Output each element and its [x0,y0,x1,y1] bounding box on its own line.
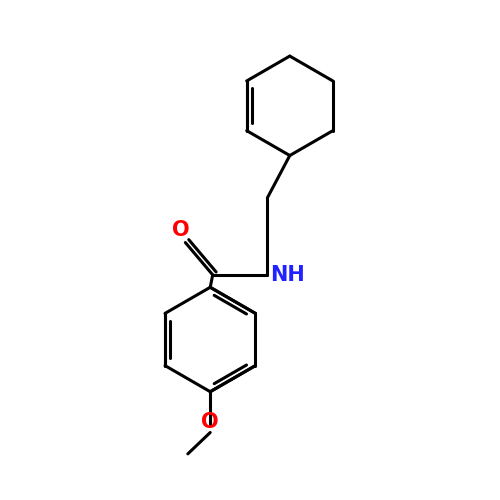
Text: O: O [172,220,189,240]
Text: O: O [202,412,219,432]
Text: NH: NH [270,265,304,285]
